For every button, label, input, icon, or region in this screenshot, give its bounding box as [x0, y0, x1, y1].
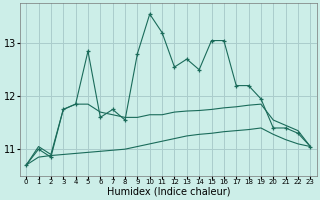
X-axis label: Humidex (Indice chaleur): Humidex (Indice chaleur): [107, 187, 230, 197]
